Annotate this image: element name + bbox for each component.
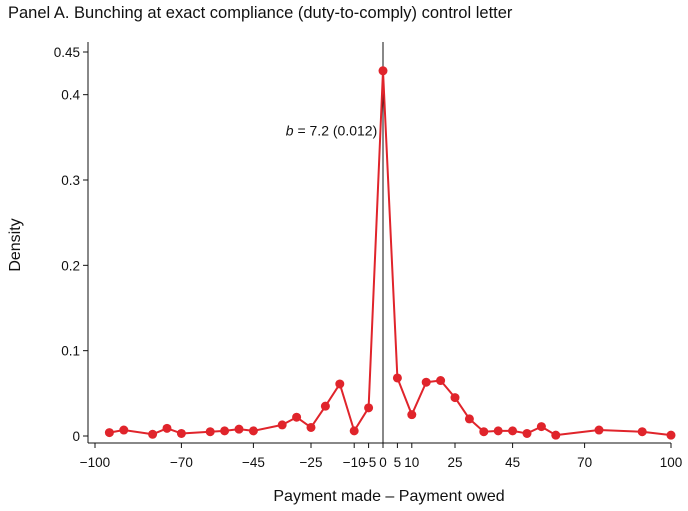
y-tick-label: 0.45	[54, 45, 80, 60]
data-point	[436, 376, 446, 386]
data-point	[407, 410, 417, 420]
data-point	[292, 412, 302, 422]
x-tick-label: 45	[505, 455, 520, 470]
x-tick-label: 10	[404, 455, 419, 470]
data-point	[594, 425, 604, 435]
x-tick-label: −25	[300, 455, 323, 470]
data-point	[464, 414, 474, 424]
x-tick-label: 100	[660, 455, 683, 470]
data-point	[522, 428, 532, 438]
data-point	[493, 426, 503, 436]
x-tick-label: 5	[394, 455, 402, 470]
x-tick-label: −70	[170, 455, 193, 470]
data-point	[392, 373, 402, 383]
data-point	[104, 428, 114, 438]
data-point	[277, 420, 287, 430]
data-point	[450, 393, 460, 403]
data-point	[637, 427, 647, 437]
data-point	[220, 426, 230, 436]
y-tick-label: 0.1	[61, 344, 80, 359]
data-point	[666, 430, 676, 440]
series-line	[109, 69, 672, 437]
x-tick-label: −5	[361, 455, 376, 470]
y-tick-label: 0.4	[61, 88, 80, 103]
data-point	[248, 426, 258, 436]
data-point	[479, 427, 489, 437]
series-layer	[104, 66, 676, 440]
bunching-estimate-annotation: b = 7.2 (0.012)	[286, 123, 377, 139]
x-tick-label: −100	[80, 455, 110, 470]
data-point	[119, 425, 129, 435]
data-point	[176, 428, 186, 438]
data-point	[306, 422, 316, 432]
y-tick-label: 0	[72, 429, 80, 444]
data-point	[349, 426, 359, 436]
data-point	[378, 66, 388, 76]
x-tick-label: 0	[379, 455, 387, 470]
data-point	[508, 426, 518, 436]
data-point	[162, 423, 172, 433]
panel-title: Panel A. Bunching at exact compliance (d…	[8, 4, 513, 22]
x-tick-label: 25	[447, 455, 462, 470]
data-point	[551, 430, 561, 440]
annotation-layer: b = 7.2 (0.012)	[286, 123, 377, 139]
data-point	[205, 427, 215, 437]
data-point	[234, 424, 244, 434]
data-point	[421, 377, 431, 387]
x-tick-label: 70	[577, 455, 592, 470]
axes: 00.10.20.30.40.45−100 −70 −45 −25 −10−5 0 5 10 2…	[54, 42, 683, 470]
x-tick-label: −45	[242, 455, 265, 470]
y-axis-title: Density	[7, 218, 24, 271]
x-tick-label: −10	[343, 455, 366, 470]
data-point	[148, 429, 158, 439]
data-point	[320, 401, 330, 411]
data-point	[536, 422, 546, 432]
data-point	[364, 403, 374, 413]
data-point	[335, 379, 345, 389]
y-tick-label: 0.3	[61, 173, 80, 188]
x-axis-title: Payment made – Payment owed	[273, 488, 504, 505]
y-tick-label: 0.2	[61, 258, 80, 273]
